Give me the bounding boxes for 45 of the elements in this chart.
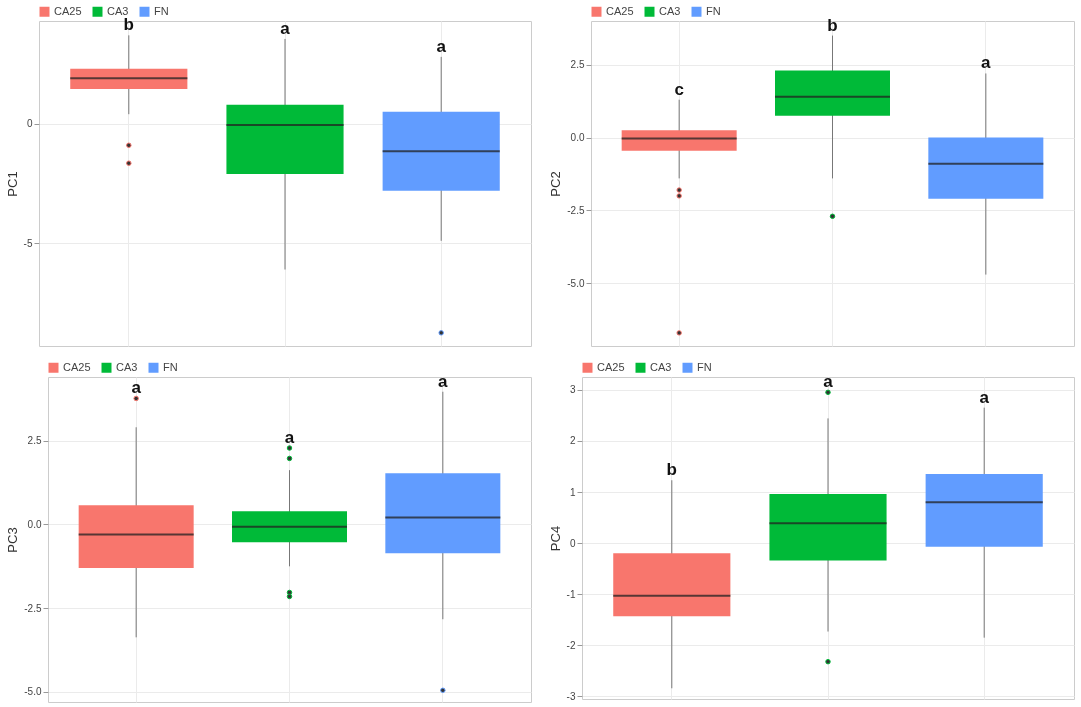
y-tick-label: 0 xyxy=(26,118,33,130)
y-tick-label: 2.5 xyxy=(570,59,585,71)
legend-label: CA25 xyxy=(597,360,625,373)
y-tick-label: -2.5 xyxy=(567,204,585,216)
annotation: b xyxy=(666,460,677,480)
y-axis-title: PC3 xyxy=(5,527,21,553)
y-axis-title: PC1 xyxy=(4,171,20,197)
legend-label: CA25 xyxy=(63,360,91,373)
annotation: b xyxy=(123,15,134,35)
annotation: a xyxy=(979,387,990,407)
y-tick-label: -3 xyxy=(566,690,576,702)
y-tick-label: -2 xyxy=(566,639,576,651)
annotation: a xyxy=(436,36,447,56)
annotation: b xyxy=(827,15,838,35)
y-axis-title: PC2 xyxy=(548,171,564,197)
y-tick-label: 2.5 xyxy=(27,435,42,447)
legend-label: CA25 xyxy=(54,4,82,17)
legend-label: FN xyxy=(163,360,178,373)
annotation: a xyxy=(280,18,291,38)
legend-label: CA3 xyxy=(659,4,681,17)
annotation: c xyxy=(674,79,684,99)
annotation: a xyxy=(438,371,449,391)
y-tick-label: -5 xyxy=(23,237,33,249)
legend-label: CA3 xyxy=(116,360,138,373)
annotation: a xyxy=(981,53,992,73)
y-axis-title: PC4 xyxy=(547,525,563,552)
y-tick-label: -5.0 xyxy=(567,277,585,289)
y-tick-label: 0 xyxy=(569,537,576,549)
y-tick-label: 3 xyxy=(569,384,576,396)
legend-label: FN xyxy=(154,4,169,17)
annotation: a xyxy=(131,378,142,398)
y-tick-label: -5.0 xyxy=(24,686,42,698)
legend-label: CA25 xyxy=(606,4,634,17)
legend-label: FN xyxy=(697,360,712,373)
annotation: a xyxy=(284,428,295,448)
y-tick-label: -1 xyxy=(566,588,576,600)
y-tick-label: 1 xyxy=(569,486,576,498)
y-tick-label: 0.0 xyxy=(570,132,585,144)
legend-label: CA3 xyxy=(107,4,129,17)
legend-label: CA3 xyxy=(650,360,672,373)
y-tick-label: -2.5 xyxy=(24,602,42,614)
y-tick-label: 0.0 xyxy=(27,518,42,530)
y-tick-label: 2 xyxy=(569,435,576,447)
annotation: a xyxy=(823,372,834,392)
legend-label: FN xyxy=(706,4,721,17)
